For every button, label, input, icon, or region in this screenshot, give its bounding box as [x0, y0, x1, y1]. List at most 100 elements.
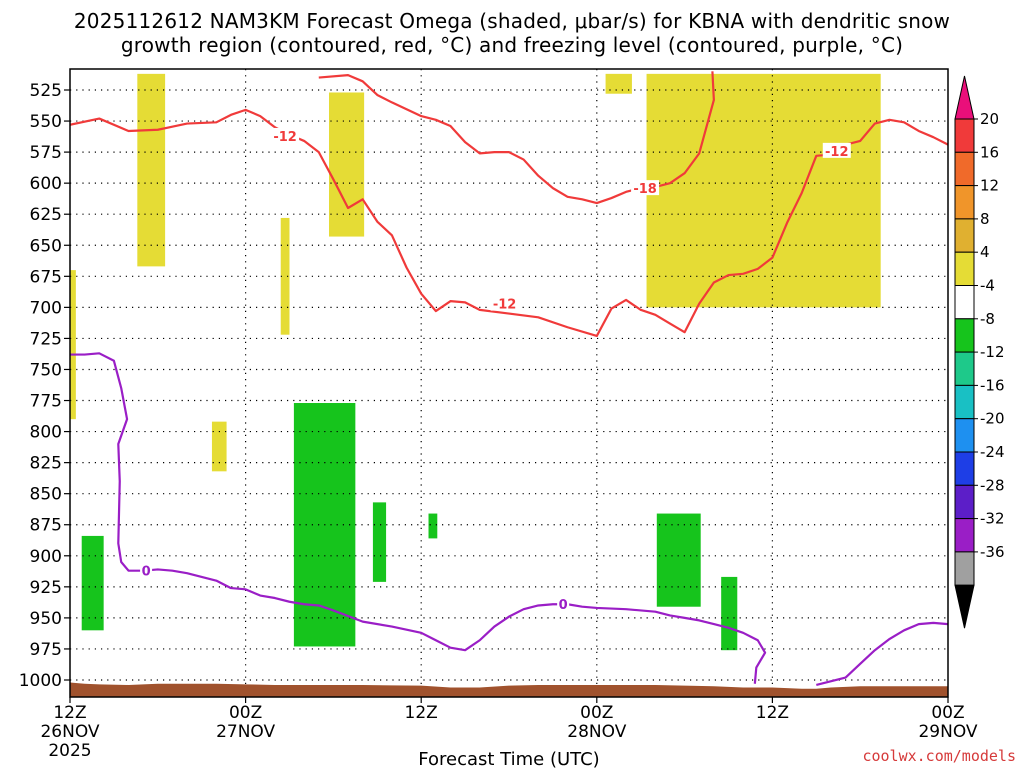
- dgz-contour-1: [318, 71, 715, 205]
- x-tick-label-36-2: 28NOV: [567, 722, 626, 742]
- colorbar-label-2: 12: [980, 177, 999, 195]
- upward-omega-region-5: [605, 73, 632, 94]
- y-tick-label-725: 725: [30, 329, 62, 349]
- upward-omega-region-4: [329, 92, 365, 237]
- x-tick-label-36-1: 00Z: [580, 703, 613, 723]
- upward-omega-region-3: [211, 421, 227, 472]
- colorbar-segment-12: [954, 484, 975, 520]
- y-axis: 525 550 575 600 625 650 675 700 725 750 775 800 825 8…: [19, 81, 70, 691]
- chart-title-line-1: 2025112612 NAM3KM Forecast Omega (shaded…: [73, 9, 951, 33]
- downward-omega-region-5: [721, 576, 738, 651]
- x-tick-label-60-1: 00Z: [931, 703, 964, 723]
- freezing-level-contour-3: [816, 621, 948, 687]
- upward-omega-region-0: [137, 73, 166, 267]
- y-tick-label-775: 775: [30, 392, 62, 412]
- y-tick-label-575: 575: [30, 143, 62, 163]
- colorbar-segment-1: [954, 118, 975, 153]
- contour-label-bg-0: [271, 127, 300, 143]
- colorbar-label-8: -16: [980, 376, 1005, 394]
- colorbar-label-3: 8: [980, 210, 990, 228]
- contour-label-bg-4: [140, 562, 153, 578]
- x-tick-label-24-1: 12Z: [405, 703, 438, 723]
- freezing-level-contour-2: [70, 352, 767, 684]
- y-tick-label-650: 650: [30, 236, 62, 256]
- y-tick-label-875: 875: [30, 516, 62, 536]
- x-tick-label-60-2: 29NOV: [918, 722, 977, 742]
- colorbar-segment-4: [954, 218, 975, 253]
- y-tick-label-675: 675: [30, 267, 62, 287]
- colorbar-top-triangle: [954, 75, 975, 120]
- y-tick-label-825: 825: [30, 454, 62, 474]
- colorbar-label-13: -36: [980, 543, 1005, 561]
- upward-omega-region-1: [70, 270, 76, 420]
- colorbar-segment-9: [954, 384, 975, 420]
- omega-shading-layer: [70, 73, 881, 651]
- colorbar-segment-2: [954, 151, 975, 187]
- contour-label-bg-2: [631, 180, 660, 196]
- colorbar-label-4: 4: [980, 243, 990, 261]
- contour-labels: -12 -12 -18 -12 0 0: [140, 127, 851, 613]
- y-tick-label-850: 850: [30, 485, 62, 505]
- colorbar-label-9: -20: [980, 410, 1005, 428]
- colorbar-segment-7: [954, 318, 975, 353]
- colorbar-segment-10: [954, 418, 975, 453]
- y-tick-label-750: 750: [30, 360, 62, 380]
- x-tick-label-0-2: 26NOV: [40, 722, 99, 742]
- downward-omega-region-0: [81, 535, 104, 631]
- y-tick-label-1000: 1000: [19, 671, 62, 691]
- y-tick-label-550: 550: [30, 112, 62, 132]
- colorbar-label-11: -28: [980, 476, 1005, 494]
- downward-omega-region-2: [372, 502, 387, 582]
- colorbar-segment-8: [954, 351, 975, 386]
- x-tick-label-48-1: 12Z: [756, 703, 789, 723]
- y-tick-label-925: 925: [30, 578, 62, 598]
- colorbar: 20 16 12 8 4 -4 -8 -12 -16 -20 -24 -28 -32 -36: [954, 75, 1005, 629]
- downward-omega-region-3: [428, 513, 438, 539]
- y-tick-label-625: 625: [30, 205, 62, 225]
- colorbar-segment-6: [954, 285, 975, 320]
- contour-label-3: -12: [825, 145, 849, 160]
- contour-label-5: 0: [559, 598, 568, 613]
- colorbar-label-1: 16: [980, 143, 999, 161]
- colorbar-label-10: -24: [980, 443, 1005, 461]
- contour-label-bg-1: [490, 295, 519, 311]
- contour-label-4: 0: [142, 565, 151, 580]
- colorbar-segment-3: [954, 185, 975, 220]
- y-tick-label-900: 900: [30, 547, 62, 567]
- downward-omega-region-4: [656, 513, 701, 607]
- chart-title-line-2: growth region (contoured, red, °C) and f…: [120, 33, 904, 57]
- upward-omega-region-2: [280, 217, 290, 335]
- x-tick-label-12-1: 00Z: [229, 703, 262, 723]
- colorbar-segment-5: [954, 251, 975, 286]
- colorbar-label-12: -32: [980, 510, 1005, 528]
- contour-label-bg-3: [822, 142, 851, 158]
- plot-frame: [69, 68, 949, 698]
- colorbar-label-0: 20: [980, 110, 999, 128]
- terrain-layer: [70, 682, 948, 697]
- x-tick-label-12-2: 27NOV: [216, 722, 275, 742]
- x-axis-title: Forecast Time (UTC): [418, 749, 599, 768]
- y-tick-label-800: 800: [30, 423, 62, 443]
- contour-label-0: -12: [273, 130, 297, 145]
- contour-label-bg-5: [557, 596, 570, 612]
- colorbar-label-7: -12: [980, 343, 1005, 361]
- upward-omega-region-6: [646, 73, 881, 308]
- colorbar-segment-11: [954, 451, 975, 486]
- x-tick-label-0-3: 2025: [48, 741, 91, 761]
- colorbar-segment-13: [954, 518, 975, 553]
- y-tick-label-700: 700: [30, 298, 62, 318]
- terrain-fill: [70, 682, 948, 697]
- y-tick-label-975: 975: [30, 640, 62, 660]
- colorbar-segment-14: [954, 551, 975, 586]
- y-tick-label-525: 525: [30, 81, 62, 101]
- y-tick-label-950: 950: [30, 609, 62, 629]
- contour-label-1: -12: [493, 298, 517, 313]
- gridlines: [70, 69, 948, 697]
- y-tick-label-600: 600: [30, 174, 62, 194]
- credit-text: coolwx.com/models: [862, 747, 1016, 765]
- colorbar-bottom-triangle: [954, 584, 975, 629]
- contour-label-2: -18: [633, 182, 657, 197]
- x-tick-label-0-1: 12Z: [53, 703, 86, 723]
